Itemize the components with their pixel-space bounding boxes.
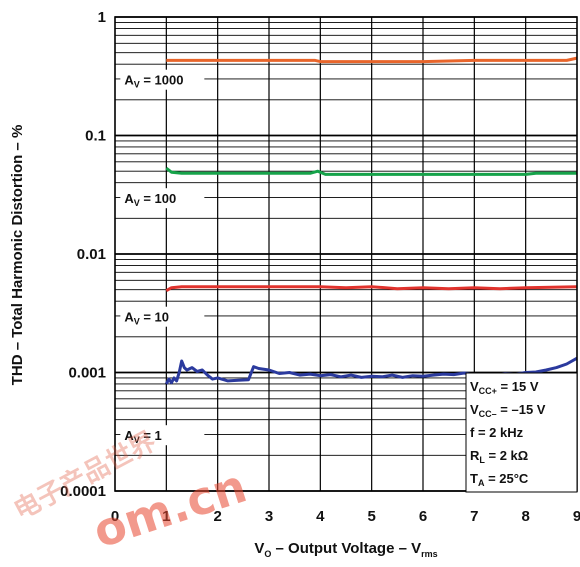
condition-text: VCC+ = 15 V — [470, 379, 539, 396]
y-tick-labels: 1 0.1 0.01 0.001 0.0001 — [60, 9, 106, 500]
series-labels: AV = 1000 AV = 100 AV = 10 AV = 1 — [120, 69, 205, 446]
series-label: AV = 10 — [124, 310, 169, 327]
series-label: AV = 1 — [124, 428, 161, 445]
y-tick-label: 0.01 — [77, 246, 106, 263]
series-line — [166, 56, 578, 64]
x-tick-label: 4 — [316, 508, 325, 525]
x-tick-label: 6 — [419, 508, 427, 525]
series-label: AV = 100 — [124, 191, 176, 208]
x-tick-label: 0 — [111, 508, 119, 525]
x-axis-title: VO – Output Voltage – Vrms — [254, 540, 437, 559]
series-label: AV = 1000 — [124, 73, 183, 90]
x-tick-label: 2 — [213, 508, 221, 525]
x-tick-label: 7 — [470, 508, 478, 525]
x-tick-labels: 0 1 2 3 4 5 6 7 8 9 — [111, 508, 580, 525]
x-tick-label: 8 — [521, 508, 529, 525]
x-tick-label: 1 — [162, 508, 170, 525]
series-line — [165, 285, 578, 292]
y-tick-label: 0.0001 — [60, 483, 106, 500]
x-tick-label: 3 — [265, 508, 273, 525]
series-label-bg — [120, 188, 205, 209]
condition-text: RL = 2 kΩ — [470, 448, 528, 465]
y-tick-label: 0.001 — [68, 365, 106, 382]
series-label-bg — [120, 69, 205, 90]
x-tick-label: 9 — [573, 508, 580, 525]
y-tick-label: 1 — [98, 9, 106, 26]
conditions-box-bg — [465, 372, 578, 493]
watermark: 电子产品世界 om.cn — [9, 426, 253, 558]
y-tick-label: 0.1 — [85, 128, 106, 145]
plot-frame — [114, 16, 578, 492]
x-tick-label: 5 — [367, 508, 375, 525]
series-line — [165, 167, 577, 176]
y-axis-title: THD – Total Harmonic Distortion – % — [9, 125, 26, 386]
condition-text: TA = 25°C — [470, 471, 529, 488]
condition-text: VCC– = –15 V — [470, 402, 546, 419]
series-label-bg — [120, 306, 205, 327]
condition-text: f = 2 kHz — [470, 425, 524, 440]
series-label-bg — [120, 425, 205, 446]
conditions-box: VCC+ = 15 V VCC– = –15 V f = 2 kHz RL = 2 k… — [465, 372, 578, 493]
